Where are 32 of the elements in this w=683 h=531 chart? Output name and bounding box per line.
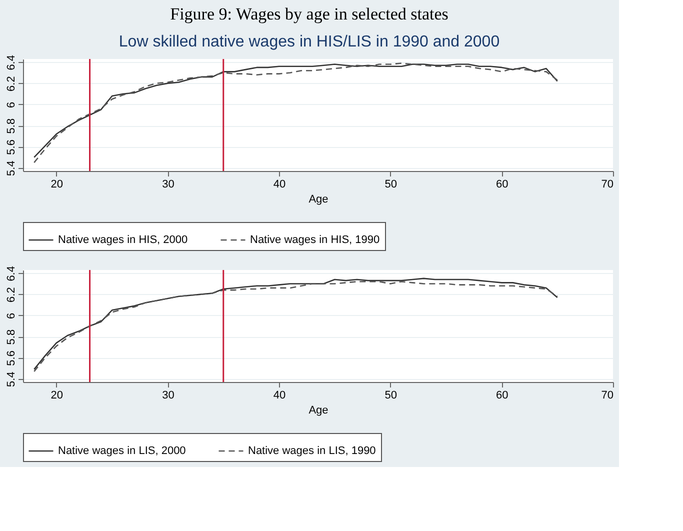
x-tick-label: 50 (384, 178, 397, 190)
legend-label: Native wages in HIS, 1990 (250, 234, 380, 246)
legend-label: Native wages in HIS, 2000 (58, 234, 188, 246)
x-tick-label: 20 (50, 390, 64, 402)
y-tick-label: 6.4 (6, 55, 18, 70)
y-tick-label: 5.6 (6, 350, 18, 366)
x-tick-label: 60 (496, 178, 508, 190)
y-tick-label: 5.4 (6, 160, 18, 176)
chart-title: Figure 9: Wages by age in selected states (170, 4, 448, 24)
x-tick-label: 30 (162, 178, 174, 190)
x-tick-label: 50 (384, 390, 397, 402)
legend-label: Native wages in LIS, 2000 (58, 445, 186, 457)
y-tick-label: 6.2 (6, 76, 18, 92)
x-tick-label: 70 (601, 390, 614, 402)
y-tick-label: 6.4 (6, 266, 18, 282)
y-tick-label: 5.8 (6, 118, 18, 134)
x-axis-title: Age (308, 194, 328, 206)
y-tick-label: 5.8 (6, 329, 18, 345)
chart-subtitle: Low skilled native wages in HIS/LIS in 1990 and 2000 (118, 34, 500, 51)
x-axis-title: Age (308, 404, 328, 416)
y-tick-label: 5.6 (6, 140, 18, 155)
y-tick-label: 5.4 (6, 372, 18, 387)
y-tick-label: 6 (6, 312, 18, 319)
x-tick-label: 40 (273, 178, 286, 190)
legend-label: Native wages in LIS, 1990 (248, 445, 376, 457)
y-tick-label: 6 (6, 102, 18, 108)
y-tick-label: 6.2 (6, 287, 18, 302)
x-tick-label: 30 (162, 390, 174, 402)
x-tick-label: 70 (601, 178, 614, 190)
x-tick-label: 60 (496, 390, 508, 402)
x-tick-label: 20 (50, 178, 64, 190)
x-tick-label: 40 (273, 390, 286, 402)
